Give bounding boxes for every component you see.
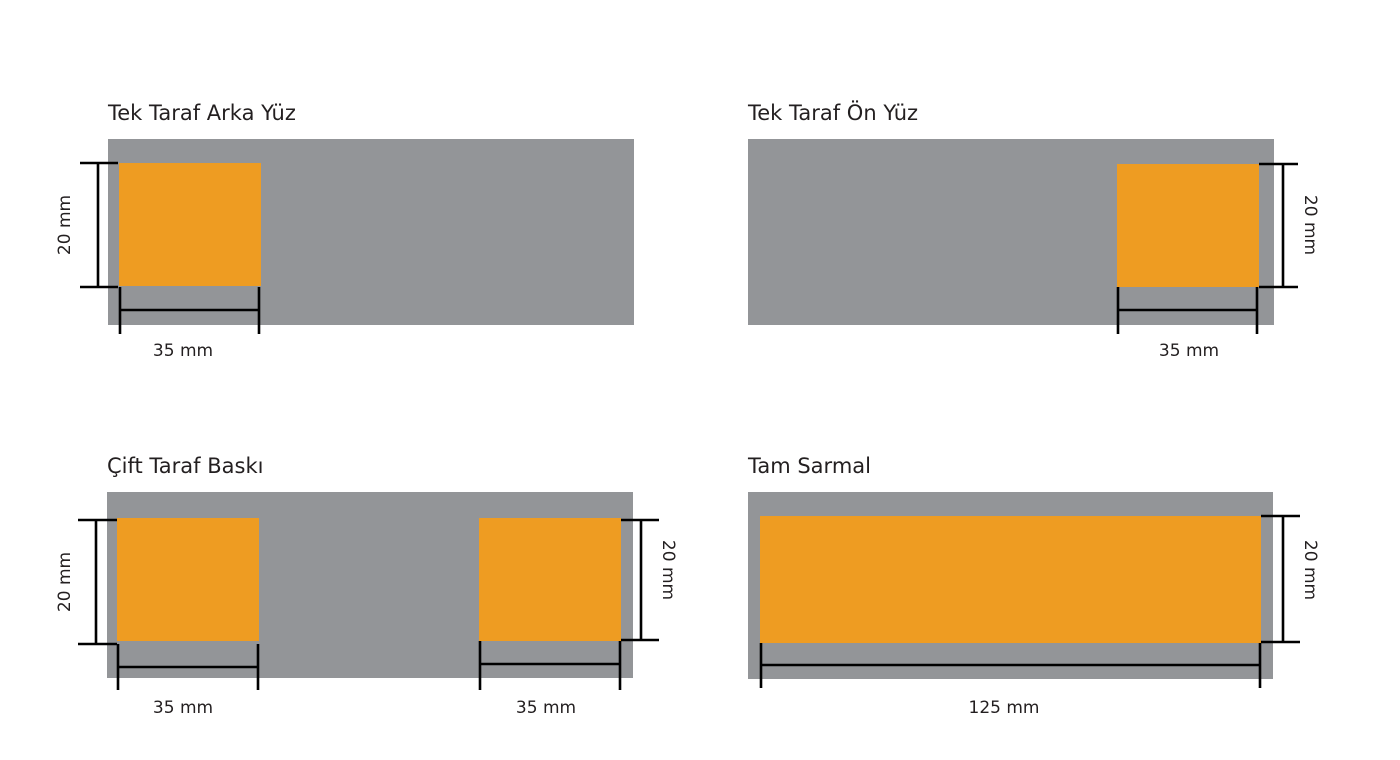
height-label: 20 mm	[55, 195, 75, 255]
height-dimension-line	[1259, 162, 1298, 289]
height-dimension-line-right	[621, 518, 659, 642]
width-dimension-line	[118, 287, 261, 334]
panel-single-side-back: Tek Taraf Arka Yüz 35 mm 20 mm	[55, 101, 634, 361]
height-dimension-line	[1261, 514, 1300, 644]
print-area	[119, 163, 261, 286]
width-dimension-line	[759, 643, 1262, 688]
width-label-left: 35 mm	[153, 698, 213, 718]
width-label-right: 35 mm	[516, 698, 576, 718]
height-label-left: 20 mm	[55, 552, 75, 612]
height-label: 20 mm	[1300, 540, 1320, 600]
width-label: 125 mm	[969, 698, 1040, 718]
print-area-left	[117, 518, 259, 641]
panel-title: Tek Taraf Arka Yüz	[107, 101, 296, 125]
height-dimension-line-left	[78, 518, 117, 646]
height-dimension-line	[80, 161, 118, 289]
print-area	[760, 516, 1261, 643]
height-label-right: 20 mm	[658, 540, 678, 600]
width-label: 35 mm	[1159, 341, 1219, 361]
panel-full-wrap: Tam Sarmal 125 mm 20 mm	[747, 454, 1320, 718]
width-dimension-line-right	[478, 641, 622, 690]
panel-title: Tek Taraf Ön Yüz	[747, 100, 918, 125]
width-dimension-line-left	[116, 644, 260, 690]
panel-double-side: Çift Taraf Baskı 35 mm 35 mm 20 mm 20 mm	[55, 454, 678, 718]
panel-title: Çift Taraf Baskı	[107, 454, 263, 478]
print-area-right	[479, 518, 621, 641]
width-label: 35 mm	[153, 341, 213, 361]
panel-title: Tam Sarmal	[747, 454, 871, 478]
width-dimension-line	[1116, 287, 1259, 334]
height-label: 20 mm	[1300, 195, 1320, 255]
print-area	[1117, 164, 1259, 287]
panel-single-side-front: Tek Taraf Ön Yüz 35 mm 20 mm	[747, 100, 1320, 361]
